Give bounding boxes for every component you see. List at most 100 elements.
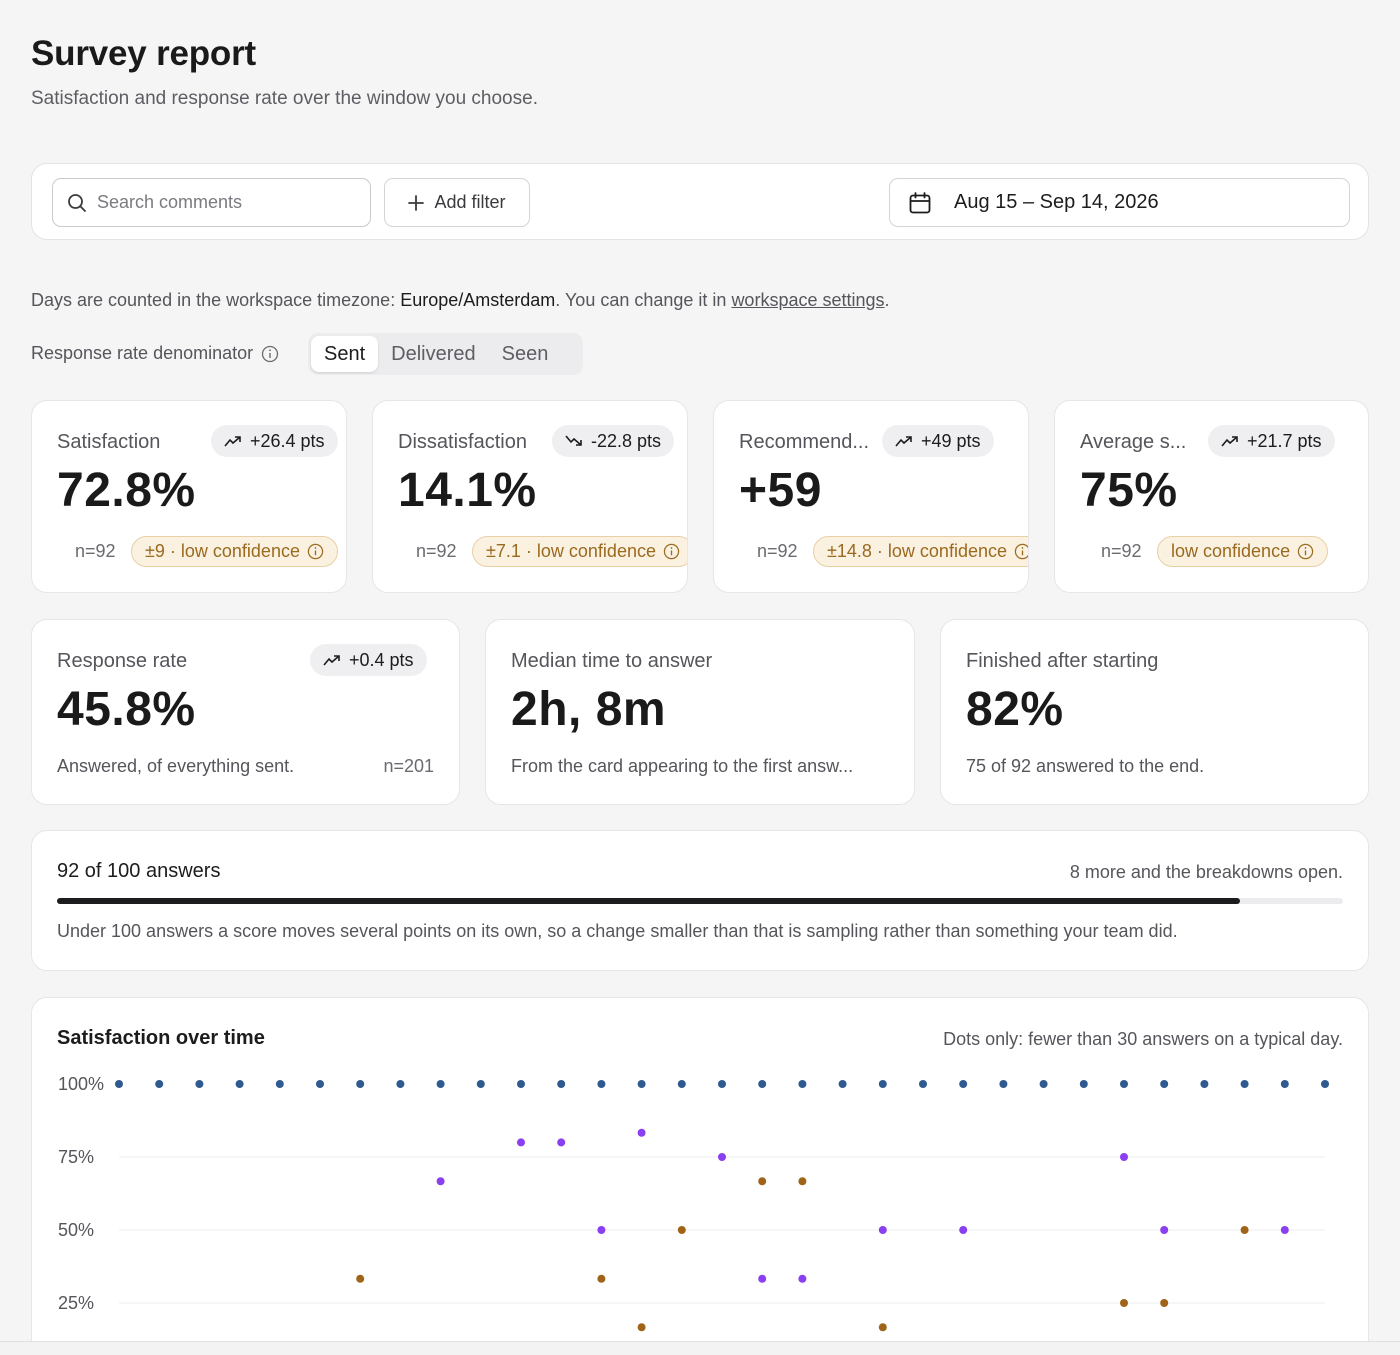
data-point[interactable]: [758, 1177, 767, 1186]
sample-size: n=201: [383, 756, 434, 776]
filter-toolbar: Add filter Aug 15 – Sep 14, 2026: [31, 163, 1369, 240]
data-point[interactable]: [356, 1274, 365, 1283]
data-point[interactable]: [677, 1080, 686, 1088]
data-point[interactable]: [878, 1226, 887, 1234]
add-filter-button[interactable]: Add filter: [384, 178, 530, 227]
bottom-edge: [0, 1341, 1400, 1355]
trend-up-icon: [224, 435, 242, 447]
data-point[interactable]: [1321, 1080, 1329, 1088]
kpi-card-dissatisfaction: Dissatisfaction -22.8 pts 14.1% n=92 ±7.…: [372, 400, 688, 593]
progress-hint: 8 more and the breakdowns open.: [1069, 862, 1343, 882]
data-point[interactable]: [637, 1128, 646, 1137]
confidence-badge[interactable]: ±14.8 · low confidence: [813, 536, 1028, 567]
search-field[interactable]: [52, 178, 371, 227]
data-point[interactable]: [798, 1274, 807, 1283]
kpi-card-average-score: Average s... +21.7 pts 75% n=92 low conf…: [1054, 400, 1369, 593]
data-point[interactable]: [195, 1080, 204, 1088]
data-point[interactable]: [557, 1138, 566, 1147]
data-point[interactable]: [235, 1080, 244, 1088]
delta-value: +49 pts: [921, 430, 981, 451]
data-point[interactable]: [959, 1226, 968, 1234]
data-point[interactable]: [758, 1274, 767, 1283]
data-point[interactable]: [597, 1274, 606, 1283]
data-point[interactable]: [436, 1177, 445, 1186]
data-point[interactable]: [718, 1153, 726, 1161]
data-point[interactable]: [1160, 1080, 1169, 1088]
data-point[interactable]: [959, 1080, 968, 1088]
data-point[interactable]: [316, 1080, 324, 1088]
data-point[interactable]: [1280, 1226, 1289, 1234]
confidence-badge[interactable]: ±9 · low confidence: [131, 536, 338, 567]
confidence-label: low confidence: [1171, 541, 1291, 561]
date-range-picker[interactable]: Aug 15 – Sep 14, 2026: [889, 178, 1350, 227]
data-point[interactable]: [597, 1226, 606, 1234]
search-input[interactable]: [97, 192, 347, 213]
data-point[interactable]: [275, 1080, 284, 1088]
data-point[interactable]: [677, 1226, 686, 1234]
kpi-value: +59: [739, 464, 822, 517]
metric-value: 2h, 8m: [511, 683, 667, 736]
kpi-value: 14.1%: [398, 464, 537, 517]
data-point[interactable]: [115, 1080, 123, 1088]
data-point[interactable]: [999, 1080, 1008, 1088]
data-point[interactable]: [758, 1080, 767, 1088]
denominator-option-delivered[interactable]: Delivered: [391, 342, 476, 365]
search-icon: [67, 193, 87, 213]
data-point[interactable]: [637, 1080, 646, 1088]
data-point[interactable]: [1200, 1080, 1209, 1088]
workspace-settings-link[interactable]: workspace settings: [731, 290, 885, 310]
plus-icon: [408, 194, 425, 211]
data-point[interactable]: [1120, 1153, 1128, 1161]
data-point[interactable]: [1240, 1080, 1249, 1088]
data-point[interactable]: [1120, 1299, 1128, 1307]
data-point[interactable]: [557, 1080, 566, 1088]
denominator-option-seen[interactable]: Seen: [501, 342, 549, 365]
data-point[interactable]: [798, 1080, 807, 1088]
data-point[interactable]: [919, 1080, 927, 1088]
progress-title: 92 of 100 answers: [57, 860, 221, 882]
metric-value: 45.8%: [57, 683, 196, 736]
denominator-segmented-control: Sent Delivered Seen: [308, 333, 583, 375]
y-tick-label: 50%: [58, 1220, 94, 1240]
kpi-card-satisfaction: Satisfaction +26.4 pts 72.8% n=92 ±9 · l…: [31, 400, 347, 593]
timezone-note-middle: . You can change it in: [555, 290, 732, 310]
data-point[interactable]: [838, 1080, 847, 1088]
page-subtitle: Satisfaction and response rate over the …: [31, 88, 538, 109]
satisfaction-chart: 100% 75% 50% 25%: [58, 1074, 1329, 1332]
data-point[interactable]: [597, 1080, 606, 1088]
data-point[interactable]: [356, 1080, 365, 1088]
data-point[interactable]: [396, 1080, 405, 1088]
data-point[interactable]: [878, 1323, 887, 1332]
sample-size: n=92: [757, 541, 798, 561]
data-point[interactable]: [517, 1080, 525, 1088]
data-point[interactable]: [1160, 1226, 1169, 1234]
answers-progress-card: 92 of 100 answers 8 more and the breakdo…: [31, 830, 1369, 971]
info-icon[interactable]: [261, 345, 279, 363]
data-point[interactable]: [517, 1138, 525, 1147]
data-point[interactable]: [1160, 1299, 1169, 1307]
data-point[interactable]: [1240, 1226, 1249, 1234]
delta-badge: -22.8 pts: [552, 425, 675, 457]
denominator-option-sent[interactable]: Sent: [311, 336, 379, 372]
y-tick-label: 75%: [58, 1147, 94, 1167]
data-point[interactable]: [1039, 1080, 1048, 1088]
data-point[interactable]: [1120, 1080, 1128, 1088]
data-point[interactable]: [798, 1177, 807, 1186]
data-point[interactable]: [1280, 1080, 1289, 1088]
delta-badge: +26.4 pts: [211, 425, 338, 457]
data-point[interactable]: [155, 1080, 164, 1088]
delta-value: +26.4 pts: [250, 430, 325, 451]
data-point[interactable]: [476, 1080, 485, 1088]
trend-up-icon: [323, 654, 341, 666]
data-point[interactable]: [878, 1080, 887, 1088]
data-point[interactable]: [718, 1080, 726, 1088]
delta-badge: +0.4 pts: [310, 644, 427, 676]
delta-value: +0.4 pts: [349, 649, 414, 670]
data-point[interactable]: [637, 1323, 646, 1332]
chart-note: Dots only: fewer than 30 answers on a ty…: [943, 1029, 1343, 1049]
confidence-badge[interactable]: low confidence: [1157, 536, 1329, 567]
confidence-badge[interactable]: ±7.1 · low confidence: [472, 536, 687, 567]
chart-title: Satisfaction over time: [57, 1027, 265, 1049]
data-point[interactable]: [436, 1080, 445, 1088]
data-point[interactable]: [1079, 1080, 1088, 1088]
